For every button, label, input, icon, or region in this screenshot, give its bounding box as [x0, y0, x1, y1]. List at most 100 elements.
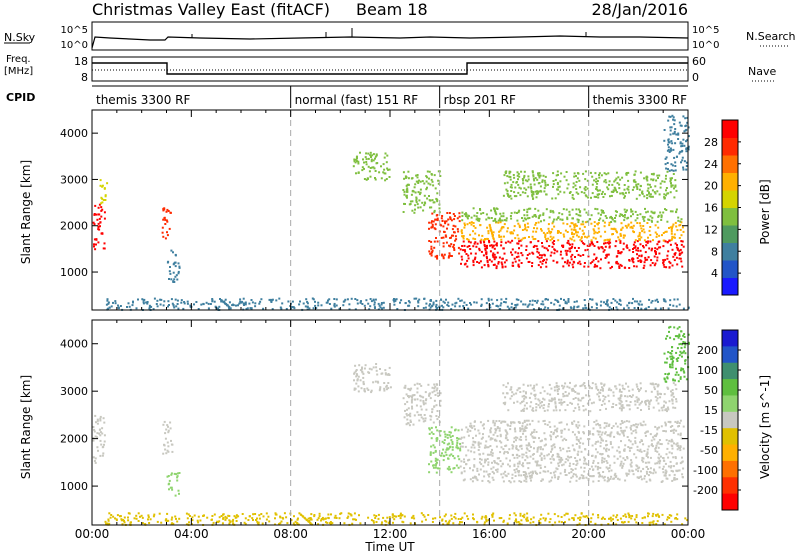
data-cell [476, 242, 479, 245]
data-cell [333, 298, 336, 300]
data-cell [678, 303, 681, 306]
data-cell [298, 303, 301, 306]
data-cell [519, 187, 522, 190]
data-cell [597, 440, 600, 443]
data-cell [670, 444, 673, 447]
data-cell [167, 300, 170, 303]
data-cell [590, 517, 593, 520]
data-cell [619, 517, 622, 520]
data-cell [353, 371, 356, 374]
data-cell [615, 404, 618, 406]
data-cell [492, 466, 495, 469]
data-cell [309, 518, 312, 521]
data-cell [648, 183, 651, 186]
data-cell [494, 431, 497, 434]
data-cell [500, 446, 503, 449]
data-cell [559, 218, 562, 221]
data-cell [645, 470, 648, 473]
data-cell [559, 449, 562, 452]
data-cell [524, 395, 527, 398]
data-cell [420, 408, 423, 411]
data-cell [595, 441, 598, 443]
data-cell [642, 267, 645, 269]
data-cell [542, 260, 545, 262]
data-cell [549, 518, 552, 521]
data-cell [602, 516, 605, 519]
data-cell [483, 475, 486, 478]
data-cell [437, 395, 440, 397]
data-cell [526, 448, 529, 451]
data-cell [573, 226, 576, 229]
data-cell [558, 398, 560, 401]
data-cell [598, 219, 601, 222]
data-cell [472, 259, 475, 262]
data-cell [166, 475, 169, 478]
data-cell [584, 408, 587, 411]
data-cell [500, 241, 503, 244]
data-cell [675, 469, 678, 472]
data-cell [618, 265, 621, 268]
data-cell [527, 261, 530, 263]
data-cell [619, 303, 622, 306]
data-cell [522, 383, 525, 386]
data-cell [506, 190, 509, 192]
data-cell [678, 333, 681, 336]
data-cell [552, 172, 555, 175]
data-cell [618, 478, 621, 481]
data-cell [504, 241, 507, 244]
data-cell [338, 517, 341, 520]
data-cell [517, 222, 520, 225]
data-cell [480, 517, 483, 520]
data-cell [534, 436, 537, 439]
data-cell [532, 308, 535, 311]
data-cell [569, 381, 571, 384]
data-cell [574, 223, 577, 226]
data-cell [676, 248, 679, 251]
data-cell [649, 521, 652, 524]
data-cell [665, 189, 667, 192]
data-cell [497, 305, 500, 308]
data-cell [98, 203, 101, 206]
data-cell [473, 451, 476, 454]
data-cell [518, 186, 521, 189]
data-cell [671, 227, 673, 230]
data-cell [659, 186, 662, 189]
data-cell [641, 215, 644, 218]
data-cell [414, 208, 416, 211]
data-cell [320, 304, 323, 307]
data-cell [656, 427, 659, 430]
data-cell [545, 261, 547, 264]
data-cell [370, 156, 372, 158]
data-cell [503, 182, 506, 185]
data-cell [446, 443, 449, 446]
data-cell [160, 521, 163, 524]
data-cell [629, 426, 632, 429]
data-cell [110, 305, 113, 308]
data-cell [674, 379, 676, 382]
data-cell [570, 247, 573, 250]
data-cell [431, 408, 434, 411]
data-cell [461, 258, 464, 261]
data-cell [175, 274, 178, 277]
data-cell [564, 300, 567, 303]
data-cell [593, 229, 596, 232]
data-cell [622, 429, 625, 432]
data-cell [408, 301, 411, 304]
data-cell [504, 437, 507, 440]
data-cell [656, 248, 659, 251]
data-cell [502, 384, 505, 387]
data-cell [508, 172, 511, 175]
data-cell [458, 252, 461, 255]
data-cell [583, 187, 586, 190]
data-cell [490, 467, 493, 470]
data-cell [649, 382, 652, 385]
data-cell [633, 173, 636, 176]
data-cell [579, 399, 582, 402]
data-cell [678, 257, 681, 260]
data-cell [412, 394, 415, 397]
data-cell [430, 173, 433, 176]
data-cell [496, 251, 499, 254]
data-cell [492, 252, 495, 255]
data-cell [680, 260, 683, 263]
data-cell [442, 523, 445, 526]
